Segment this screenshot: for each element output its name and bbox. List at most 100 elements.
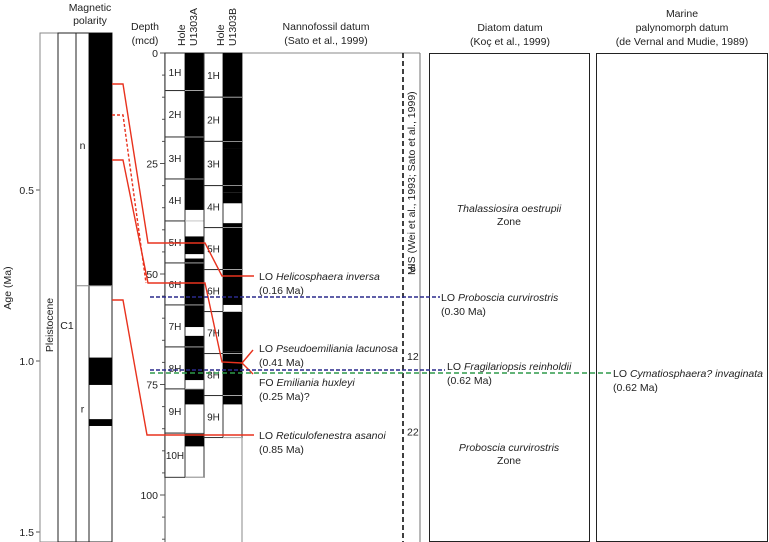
datum-fragilariopsis: LO Fragilariopsis reinholdii xyxy=(447,361,572,373)
core-label: 1H xyxy=(169,68,182,79)
core-normal-polarity xyxy=(223,223,242,305)
age-axis-ticks: 0.5 1.0 1.5 xyxy=(19,185,40,539)
datum-lacunosa: LO Pseudoemiliania lacunosa xyxy=(259,343,398,355)
age-axis-label: Age (Ma) xyxy=(2,266,14,309)
depth-tick-label: 25 xyxy=(146,159,158,171)
epoch-column xyxy=(39,32,59,542)
normal-polarity-block xyxy=(89,419,112,426)
core-label: 6H xyxy=(169,280,182,291)
epoch-label: Pleistocene xyxy=(44,298,56,352)
datum-lacunosa-age: (0.41 Ma) xyxy=(259,357,304,369)
core-normal-polarity xyxy=(223,148,242,193)
core-label: 3H xyxy=(169,154,182,165)
depth-tick-label: 100 xyxy=(140,490,158,502)
core-normal-polarity xyxy=(185,53,204,210)
chron-column xyxy=(57,32,77,542)
polarity-reversed-label: r xyxy=(81,403,85,415)
core-label: 1H xyxy=(207,71,220,82)
zone-oestrupii-taxon: Thalassiosira oestrupii xyxy=(457,203,562,215)
nannofossil-header-2: (Sato et al., 1999) xyxy=(284,35,367,47)
core-normal-polarity xyxy=(223,311,242,352)
datum-cymatiosphaera-age: (0.62 Ma) xyxy=(613,382,658,394)
datum-proboscia-age: (0.30 Ma) xyxy=(441,306,486,318)
depth-tick-label: 0 xyxy=(152,48,158,60)
datum-helicosphaera-age: (0.16 Ma) xyxy=(259,285,304,297)
hole-b-header-1: Hole xyxy=(215,24,227,46)
core-label: 7H xyxy=(169,322,182,333)
age-tick-label: 1.0 xyxy=(19,356,34,368)
datum-helicosphaera: LO Helicosphaera inversa xyxy=(259,271,380,283)
depth-tick-label: 50 xyxy=(146,269,158,281)
core-label: 8H xyxy=(207,371,220,382)
depth-header-2: (mcd) xyxy=(132,35,159,47)
depth-axis-ticks: 0 25 50 75 100 xyxy=(140,48,165,540)
diatom-header-2: (Koç et al., 1999) xyxy=(470,36,550,48)
datum-proboscia: LO Proboscia curvirostris xyxy=(441,292,559,304)
mis-stage-6: 6 xyxy=(410,263,416,275)
tie-line-dashed xyxy=(112,114,147,284)
palynomorph-frame xyxy=(596,53,768,542)
normal-polarity-block xyxy=(89,357,112,385)
nannofossil-datums: LO Helicosphaera inversa (0.16 Ma) LO Ps… xyxy=(259,271,398,456)
palynomorph-header-1: Marine xyxy=(666,8,698,20)
tie-line-huxleyi-branch xyxy=(241,362,254,375)
diatom-datums: Thalassiosira oestrupii Zone LO Probosci… xyxy=(441,203,572,467)
hole-a-header-1: Hole xyxy=(176,24,188,46)
hole-b-header-2: U1303B xyxy=(227,8,239,46)
normal-polarity-block xyxy=(89,33,112,286)
tie-lines xyxy=(112,83,254,436)
zone-proboscia-taxon: Proboscia curvirostris xyxy=(459,442,560,454)
core-normal-polarity xyxy=(223,53,242,149)
palynomorph-datums: LO Cymatiosphaera? invaginata (0.62 Ma) xyxy=(613,368,763,394)
core-label: 3H xyxy=(207,160,220,171)
core-label: 9H xyxy=(207,413,220,424)
hole-b-cores: 1H 2H 3H 4H 5H 6H 7H 8H 9H xyxy=(203,52,243,439)
core-label: 9H xyxy=(169,407,182,418)
nannofossil-header-1: Nannofossil datum xyxy=(283,21,370,33)
chron-label: C1 xyxy=(60,320,74,332)
polarity-label-column xyxy=(75,32,90,542)
diatom-header-1: Diatom datum xyxy=(477,22,543,34)
polarity-normal-label: n xyxy=(80,140,86,152)
palynomorph-header-3: (de Vernal and Mudie, 1989) xyxy=(616,36,749,48)
polarity-blocks xyxy=(89,33,112,426)
core-label: 2H xyxy=(207,115,220,126)
core-normal-polarity xyxy=(185,433,204,447)
tie-line-lacunosa xyxy=(112,159,243,364)
core-label: 6H xyxy=(207,287,220,298)
core-label: 4H xyxy=(169,196,182,207)
datum-fragilariopsis-age: (0.62 Ma) xyxy=(447,375,492,387)
core-normal-polarity xyxy=(223,351,242,405)
core-normal-polarity xyxy=(185,388,204,405)
core-label: 2H xyxy=(169,110,182,121)
datum-huxleyi-age: (0.25 Ma)? xyxy=(259,391,310,403)
palynomorph-header-2: palynomorph datum xyxy=(636,22,729,34)
age-tick-label: 0.5 xyxy=(19,185,34,197)
tie-line-helicosphaera xyxy=(112,83,254,277)
core-label: 10H xyxy=(166,451,184,462)
magnetic-polarity-column: Pleistocene C1 n r xyxy=(39,32,113,542)
mis-label: MIS (Wei et al., 1993; Sato et al., 1999… xyxy=(406,91,418,275)
age-tick-label: 1.5 xyxy=(19,527,34,539)
datum-asanoi: LO Reticulofenestra asanoi xyxy=(259,430,386,442)
depth-header-1: Depth xyxy=(131,21,159,33)
core-normal-polarity xyxy=(185,236,204,255)
mis-stage-12: 12 xyxy=(407,351,419,363)
tie-line-lacunosa-branch xyxy=(241,349,254,364)
datum-asanoi-age: (0.85 Ma) xyxy=(259,444,304,456)
core-label: 4H xyxy=(207,203,220,214)
datum-huxleyi: FO Emiliania huxleyi xyxy=(259,377,355,389)
core-label: 5H xyxy=(207,245,220,256)
datum-cymatiosphaera: LO Cymatiosphaera? invaginata xyxy=(613,368,763,380)
tie-line-asanoi xyxy=(112,299,254,436)
depth-tick-label: 75 xyxy=(146,380,158,392)
magnetic-polarity-header-1: Magnetic xyxy=(69,2,112,14)
hole-a-header-2: U1303A xyxy=(188,8,200,46)
zone-oestrupii-word: Zone xyxy=(497,216,521,228)
zone-proboscia-word: Zone xyxy=(497,455,521,467)
mis-stage-22: 22 xyxy=(407,426,419,438)
core-normal-polarity xyxy=(185,258,204,328)
mis-stages: 6 12 22 xyxy=(407,263,419,439)
